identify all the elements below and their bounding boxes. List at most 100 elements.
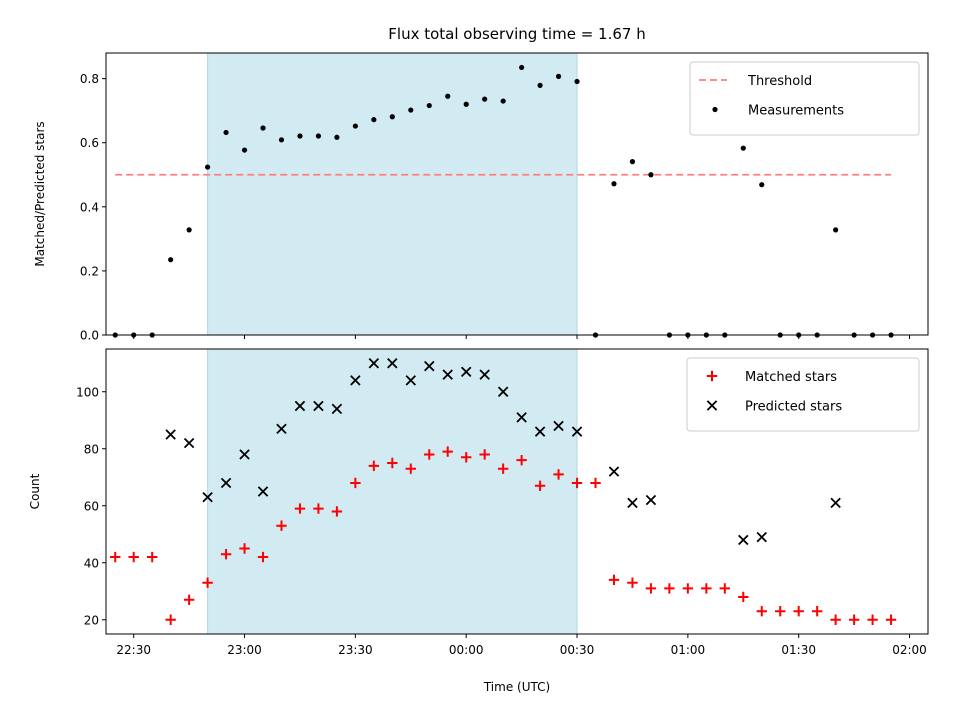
bottom-point [479, 369, 490, 380]
legend-marker [706, 370, 718, 382]
bottom-legend-box [686, 357, 920, 432]
chart-title: Flux total observing time = 1.67 h [388, 25, 645, 43]
bottom-point [424, 449, 435, 460]
top-point [186, 227, 192, 233]
top-point [278, 137, 285, 143]
top-point [260, 125, 266, 131]
top-legend-box [689, 61, 920, 136]
top-point [611, 181, 617, 187]
bottom-observing-span [207, 348, 578, 635]
bottom-point [276, 520, 287, 531]
bottom-point [442, 446, 453, 457]
bottom-point [682, 583, 694, 594]
bottom-point [183, 594, 195, 605]
top-point [740, 145, 746, 151]
bottom-legend: Matched stars Predicted stars [686, 357, 920, 432]
bottom-point [294, 400, 306, 412]
top-axes-frame [105, 52, 929, 336]
top-point [445, 93, 451, 99]
bottom-y-tick-label: 60 [84, 499, 99, 513]
top-point [204, 164, 211, 170]
bottom-point [350, 375, 361, 386]
bottom-point [331, 506, 343, 517]
bottom-point [368, 358, 380, 369]
top-panel: 0.0 0.2 0.4 0.6 0.8 Matched/Predicted stars Th… [33, 52, 929, 343]
top-point [574, 78, 580, 85]
bottom-point [257, 486, 269, 497]
x-tick-label: 01:00 [671, 643, 706, 657]
bottom-point [830, 497, 841, 509]
bottom-point [461, 452, 472, 463]
bottom-point [331, 403, 343, 415]
bottom-point [405, 375, 417, 386]
bottom-point [497, 386, 509, 397]
bottom-series-2 [165, 358, 841, 546]
bottom-point [239, 543, 250, 554]
x-tick-label: 01:30 [781, 643, 816, 657]
x-tick-label: 00:30 [560, 643, 595, 657]
bottom-point [534, 426, 546, 437]
bottom-y-tick-label: 40 [84, 556, 99, 570]
top-y-tick-label: 0.6 [80, 136, 99, 150]
bottom-point [645, 494, 657, 506]
bottom-point [867, 614, 878, 625]
legend-label: Matched stars [745, 370, 837, 385]
bottom-point [220, 477, 232, 489]
bottom-point [848, 614, 860, 625]
bottom-point [294, 503, 306, 514]
top-point [408, 107, 414, 113]
bottom-point [756, 531, 767, 543]
bottom-point [571, 477, 583, 489]
bottom-point [460, 366, 472, 378]
bottom-series-1 [110, 446, 897, 625]
top-y-axis-label: Matched/Predicted stars [33, 121, 47, 266]
top-point [629, 159, 636, 165]
top-point [519, 64, 525, 71]
x-axis-label: Time (UTC) [483, 680, 550, 694]
top-y-tick-label: 0.2 [80, 264, 99, 278]
top-point [500, 98, 506, 104]
top-point [648, 172, 654, 178]
bottom-point [368, 460, 380, 472]
bottom-point [313, 400, 324, 412]
legend-label: Threshold [747, 74, 812, 89]
top-point [352, 123, 358, 129]
bottom-y-tick-label: 80 [84, 442, 99, 456]
x-tick-label: 23:00 [227, 643, 262, 657]
bottom-point [793, 606, 804, 617]
top-point [537, 82, 543, 88]
top-point [426, 102, 432, 109]
x-tick-label: 00:00 [449, 643, 484, 657]
bottom-point [738, 591, 749, 603]
x-tick-label: 22:30 [116, 643, 151, 657]
bottom-point [276, 423, 287, 435]
top-y-tick-label: 0.8 [80, 72, 99, 86]
bottom-point [350, 477, 361, 489]
bottom-y-tick-label: 100 [76, 385, 99, 399]
bottom-point [110, 551, 121, 563]
x-tick-label: 02:00 [892, 643, 927, 657]
bottom-point [627, 577, 638, 588]
top-point [371, 117, 377, 123]
bottom-point [202, 491, 213, 503]
bottom-point [220, 549, 232, 560]
bottom-panel: 20 40 60 80 100 22:30 23:00 23:30 00:00 00:30 01:0… [28, 348, 929, 657]
top-point [241, 147, 248, 153]
bottom-point [664, 583, 675, 594]
bottom-point [571, 426, 583, 437]
bottom-point [128, 551, 139, 563]
bottom-point [608, 574, 620, 586]
top-point [482, 96, 488, 102]
top-point [315, 133, 322, 139]
bottom-point [146, 551, 158, 563]
bottom-point [239, 449, 250, 460]
bottom-point [479, 449, 490, 460]
bottom-point [405, 463, 416, 474]
bottom-point [165, 614, 176, 625]
top-point [555, 73, 562, 79]
legend-label: Measurements [748, 104, 844, 119]
bottom-point [313, 503, 324, 514]
bottom-point [701, 583, 712, 594]
bottom-point [811, 606, 823, 617]
